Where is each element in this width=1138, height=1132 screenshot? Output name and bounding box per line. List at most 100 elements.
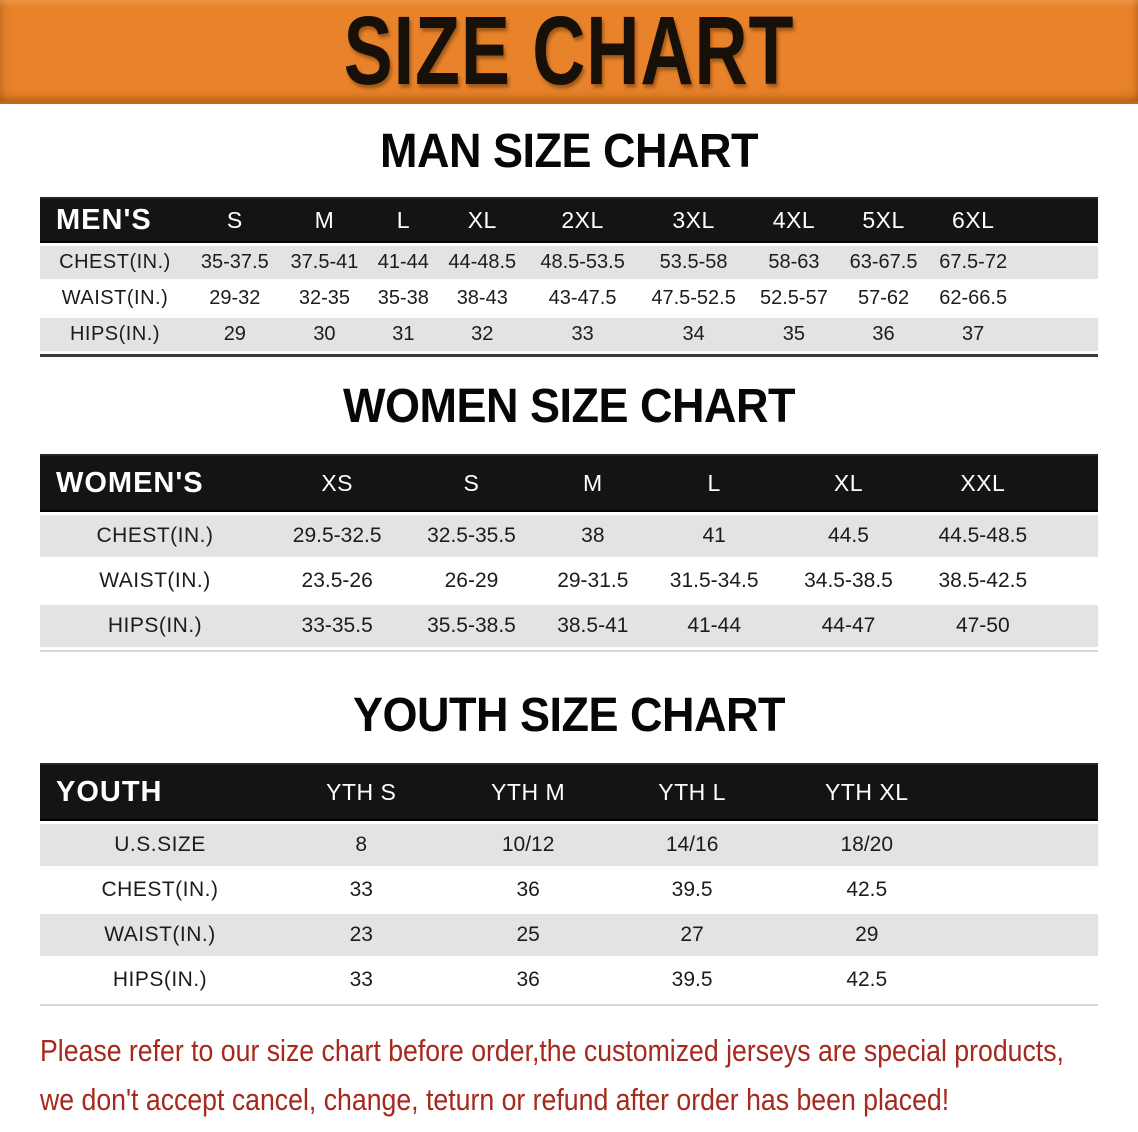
size-cell: 10/12 bbox=[442, 824, 614, 866]
column-header: YTH S bbox=[280, 763, 443, 821]
size-cell: 38 bbox=[538, 515, 648, 557]
column-header: 4XL bbox=[749, 197, 839, 243]
spacer-cell bbox=[1018, 318, 1098, 351]
size-cell: 39.5 bbox=[613, 959, 771, 1001]
spacer-cell bbox=[963, 824, 1098, 866]
size-cell: 47.5-52.5 bbox=[638, 282, 750, 315]
row-label: WAIST(IN.) bbox=[40, 914, 280, 956]
table-header: YOUTH YTH S YTH M YTH L YTH XL bbox=[40, 763, 1098, 821]
column-header: L bbox=[647, 454, 782, 512]
spacer-cell bbox=[1050, 560, 1098, 602]
banner-title: SIZE CHART bbox=[343, 0, 795, 105]
column-header: XS bbox=[270, 454, 405, 512]
size-cell: 29 bbox=[770, 914, 963, 956]
table-row: WAIST(IN.) 29-32 32-35 35-38 38-43 43-47.5 47.… bbox=[40, 282, 1098, 315]
size-cell: 41 bbox=[647, 515, 782, 557]
size-cell: 29.5-32.5 bbox=[270, 515, 405, 557]
size-cell: 33 bbox=[527, 318, 639, 351]
size-cell: 34.5-38.5 bbox=[781, 560, 916, 602]
column-header: YTH XL bbox=[770, 763, 963, 821]
spacer-cell bbox=[1018, 282, 1098, 315]
size-cell: 37 bbox=[928, 318, 1018, 351]
table-body: CHEST(IN.) 29.5-32.5 32.5-35.5 38 41 44.5 44.5… bbox=[40, 515, 1098, 647]
size-cell: 18/20 bbox=[770, 824, 963, 866]
column-header: 3XL bbox=[638, 197, 750, 243]
header-row: YOUTH YTH S YTH M YTH L YTH XL bbox=[40, 763, 1098, 821]
size-cell: 63-67.5 bbox=[838, 246, 929, 279]
size-cell: 36 bbox=[442, 869, 614, 911]
column-header: M bbox=[279, 197, 370, 243]
table-title-men: MEN'S bbox=[40, 197, 190, 243]
size-cell: 52.5-57 bbox=[749, 282, 839, 315]
size-cell: 31.5-34.5 bbox=[647, 560, 782, 602]
section-heading-men: MAN SIZE CHART bbox=[380, 122, 758, 178]
size-cell: 35-37.5 bbox=[190, 246, 280, 279]
column-header: XXL bbox=[915, 454, 1050, 512]
row-label: HIPS(IN.) bbox=[40, 318, 190, 351]
column-header: 2XL bbox=[527, 197, 639, 243]
column-header: M bbox=[538, 454, 648, 512]
size-cell: 44-48.5 bbox=[437, 246, 528, 279]
size-cell: 33 bbox=[280, 959, 443, 1001]
table-header: WOMEN'S XS S M L XL XXL bbox=[40, 454, 1098, 512]
table-row: HIPS(IN.) 33-35.5 35.5-38.5 38.5-41 41-44 44-… bbox=[40, 605, 1098, 647]
youth-size-table: YOUTH YTH S YTH M YTH L YTH XL U.S.SIZE 8 10/12… bbox=[40, 760, 1098, 1006]
size-cell: 31 bbox=[369, 318, 438, 351]
table-body: U.S.SIZE 8 10/12 14/16 18/20 CHEST(IN.) 33 36 39… bbox=[40, 824, 1098, 1001]
size-cell: 38-43 bbox=[437, 282, 528, 315]
disclaimer-line-1: Please refer to our size chart before or… bbox=[40, 1033, 1064, 1068]
size-cell: 62-66.5 bbox=[928, 282, 1018, 315]
header-row: MEN'S S M L XL 2XL 3XL 4XL 5XL 6XL bbox=[40, 197, 1098, 243]
column-header: YTH L bbox=[613, 763, 771, 821]
size-cell: 35 bbox=[749, 318, 839, 351]
column-header: 5XL bbox=[838, 197, 929, 243]
size-cell: 29 bbox=[190, 318, 280, 351]
size-cell: 23.5-26 bbox=[270, 560, 405, 602]
spacer-cell bbox=[1018, 246, 1098, 279]
spacer-cell bbox=[1050, 515, 1098, 557]
sections-container: MAN SIZE CHART MEN'S S M L XL 2XL 3XL 4XL 5XL 6XL C… bbox=[0, 122, 1138, 1006]
size-cell: 35.5-38.5 bbox=[404, 605, 539, 647]
row-label: HIPS(IN.) bbox=[40, 605, 270, 647]
size-cell: 36 bbox=[838, 318, 929, 351]
size-cell: 44.5 bbox=[781, 515, 916, 557]
size-cell: 8 bbox=[280, 824, 443, 866]
table-row: CHEST(IN.) 29.5-32.5 32.5-35.5 38 41 44.5 44.5… bbox=[40, 515, 1098, 557]
size-cell: 32-35 bbox=[279, 282, 370, 315]
spacer-cell bbox=[963, 959, 1098, 1001]
table-header: MEN'S S M L XL 2XL 3XL 4XL 5XL 6XL bbox=[40, 197, 1098, 243]
size-cell: 23 bbox=[280, 914, 443, 956]
row-label: CHEST(IN.) bbox=[40, 246, 190, 279]
disclaimer-line-2: we don't accept cancel, change, teturn o… bbox=[40, 1082, 950, 1117]
size-cell: 44.5-48.5 bbox=[915, 515, 1050, 557]
size-cell: 43-47.5 bbox=[527, 282, 639, 315]
column-header: S bbox=[404, 454, 539, 512]
section-heading-youth: YOUTH SIZE CHART bbox=[352, 686, 786, 742]
row-label: U.S.SIZE bbox=[40, 824, 280, 866]
size-cell: 44-47 bbox=[781, 605, 916, 647]
table-row: HIPS(IN.) 33 36 39.5 42.5 bbox=[40, 959, 1098, 1001]
size-cell: 38.5-41 bbox=[538, 605, 648, 647]
size-cell: 33-35.5 bbox=[270, 605, 405, 647]
size-cell: 25 bbox=[442, 914, 614, 956]
size-cell: 30 bbox=[279, 318, 370, 351]
size-cell: 41-44 bbox=[369, 246, 438, 279]
column-header: YTH M bbox=[442, 763, 614, 821]
women-size-table: WOMEN'S XS S M L XL XXL CHEST(IN.) 29.5-32.5 32.5… bbox=[40, 451, 1098, 652]
size-cell: 36 bbox=[442, 959, 614, 1001]
row-label: CHEST(IN.) bbox=[40, 869, 280, 911]
size-cell: 29-32 bbox=[190, 282, 280, 315]
spacer-cell bbox=[1018, 197, 1098, 243]
banner: SIZE CHART bbox=[0, 0, 1138, 104]
size-cell: 29-31.5 bbox=[538, 560, 648, 602]
size-cell: 14/16 bbox=[613, 824, 771, 866]
size-cell: 38.5-42.5 bbox=[915, 560, 1050, 602]
size-cell: 48.5-53.5 bbox=[527, 246, 639, 279]
header-row: WOMEN'S XS S M L XL XXL bbox=[40, 454, 1098, 512]
spacer-cell bbox=[963, 763, 1098, 821]
section-youth: YOUTH SIZE CHART YOUTH YTH S YTH M YTH L YTH … bbox=[40, 686, 1098, 1006]
size-cell: 42.5 bbox=[770, 959, 963, 1001]
size-cell: 41-44 bbox=[647, 605, 782, 647]
size-cell: 57-62 bbox=[838, 282, 929, 315]
